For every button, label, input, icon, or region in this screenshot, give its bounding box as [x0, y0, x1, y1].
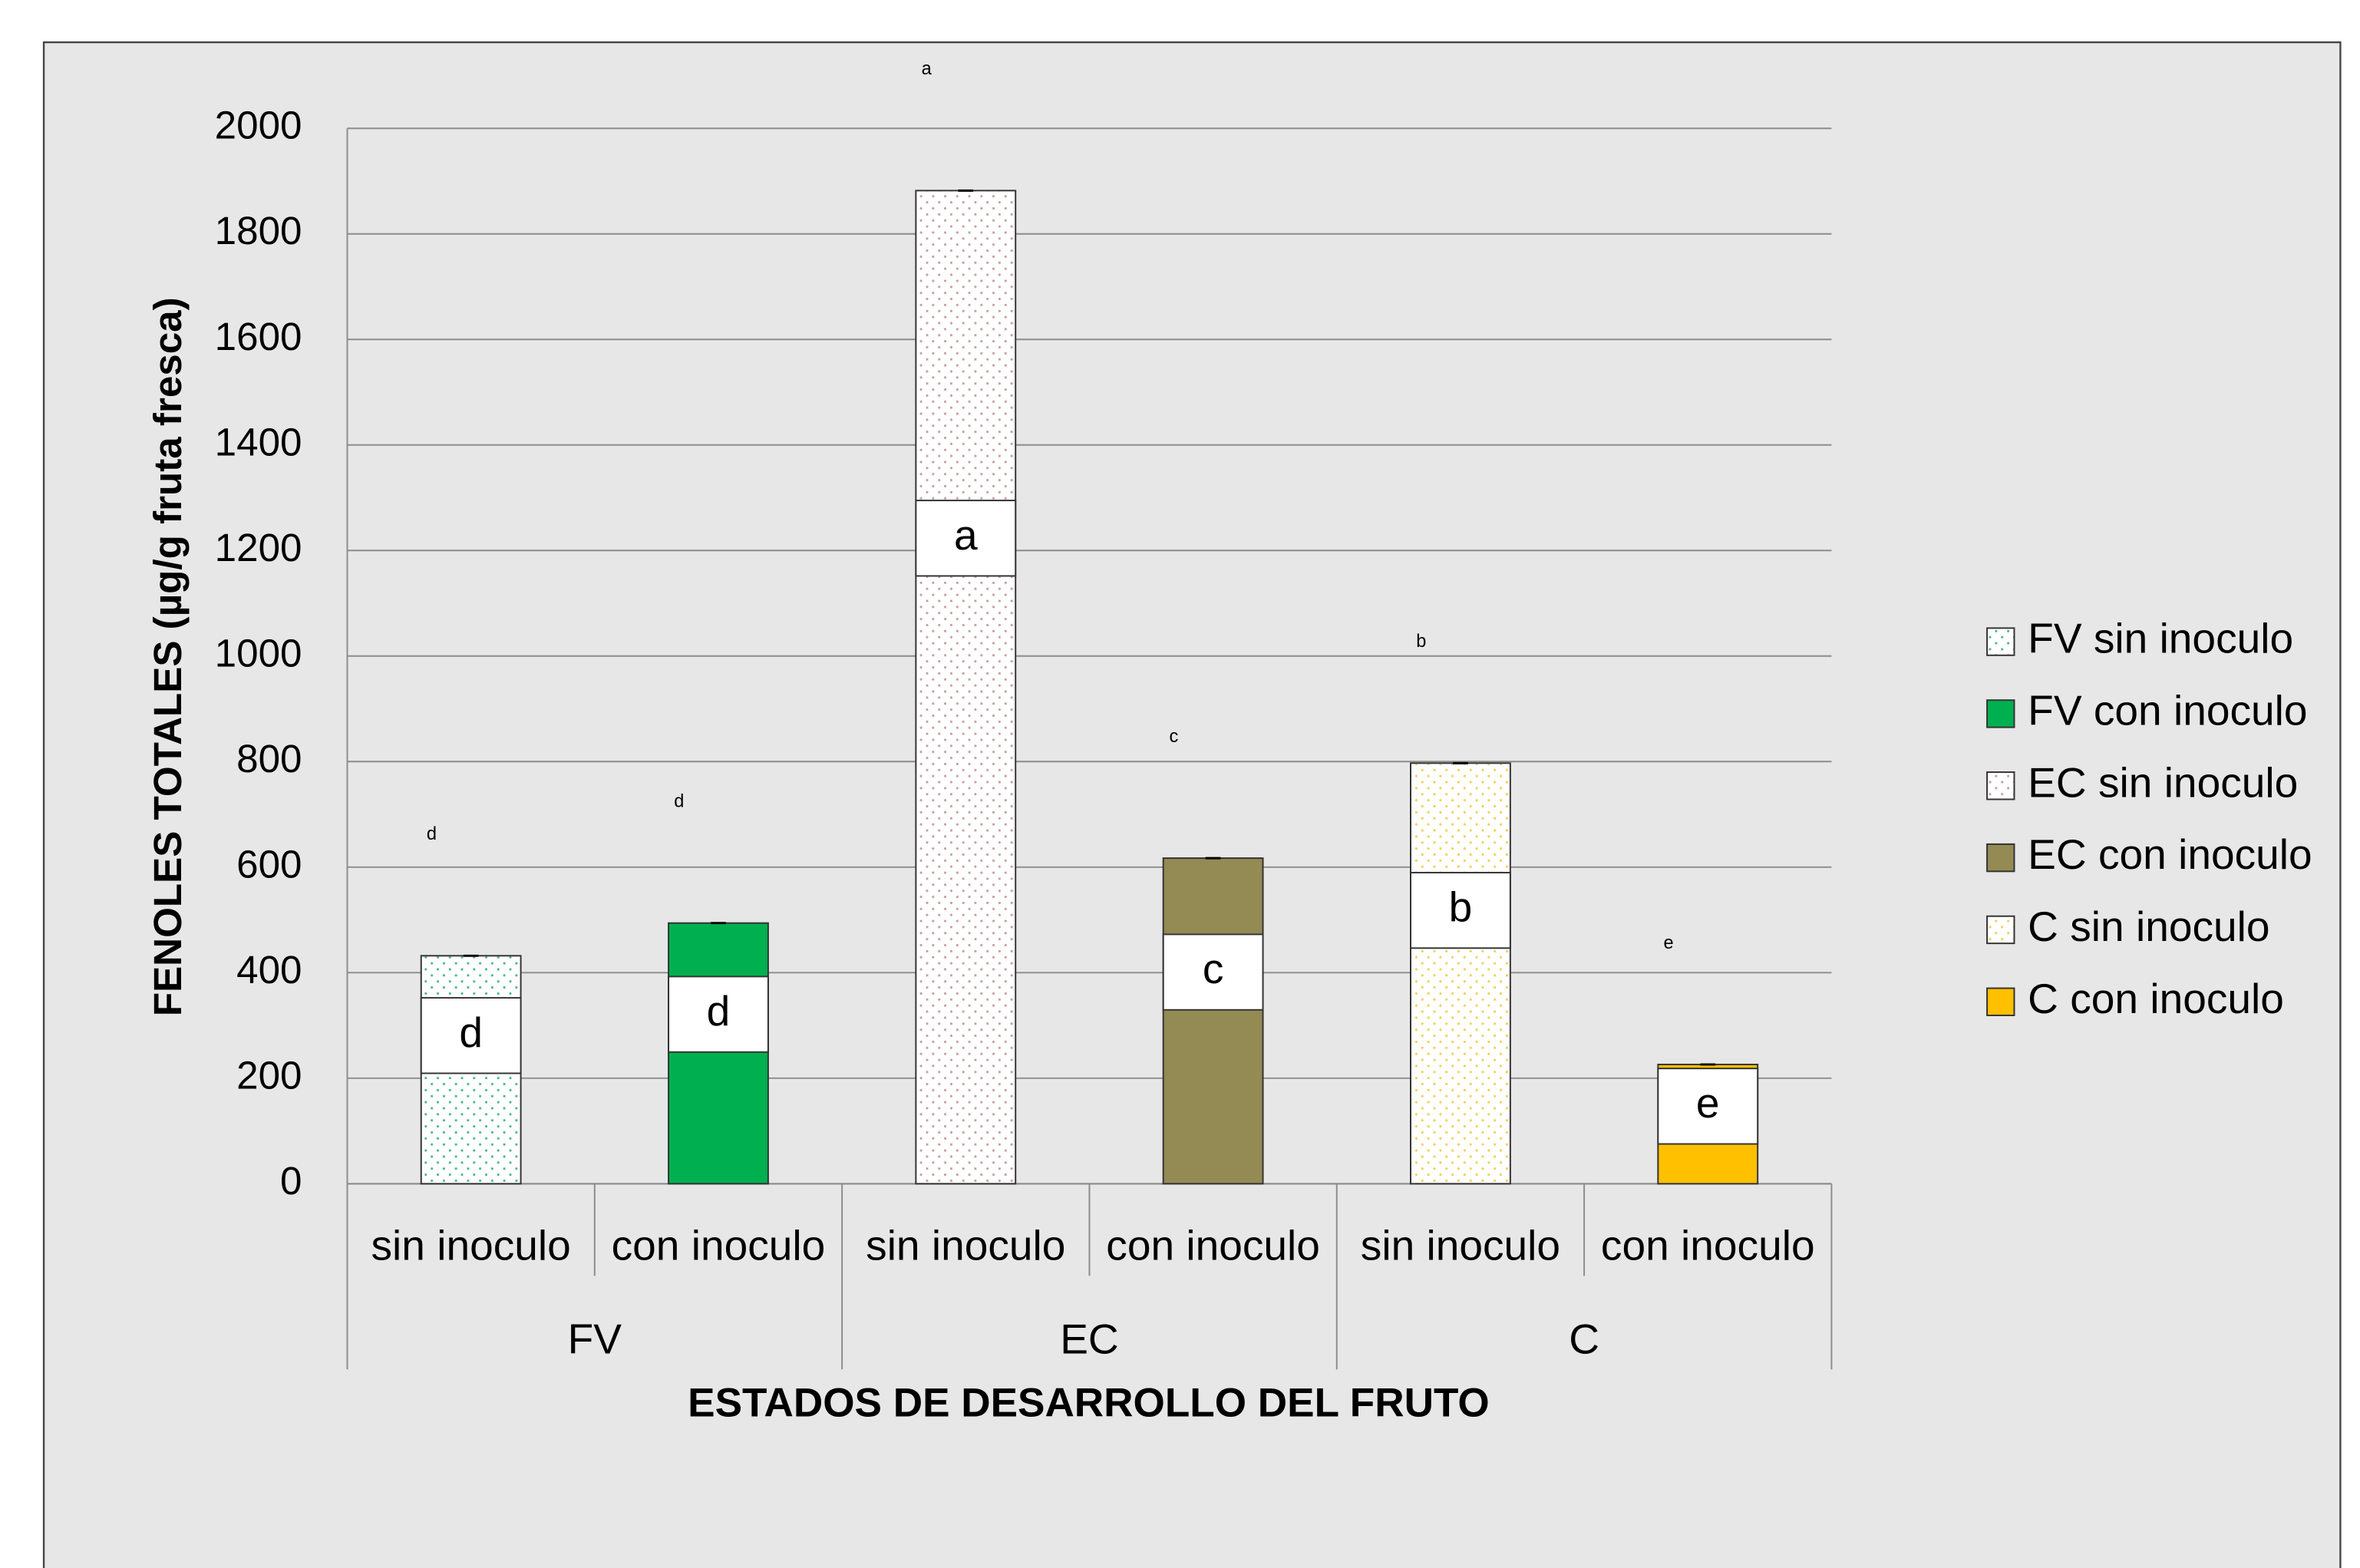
y-tick-label: 1400	[215, 420, 302, 464]
legend-label: EC con inoculo	[2028, 830, 2312, 878]
legend-swatch	[1986, 771, 2015, 801]
x-tick-label: sin inoculo	[866, 1221, 1065, 1269]
legend-swatch	[1986, 627, 2015, 656]
y-tick-label: 1600	[215, 315, 302, 358]
y-tick-label: 600	[236, 842, 302, 886]
significance-letter: e	[1664, 933, 1674, 953]
bar	[915, 190, 1017, 1185]
legend-swatch	[1986, 915, 2015, 945]
legend-swatch	[1986, 699, 2015, 728]
y-tick-label: 2000	[215, 104, 302, 147]
significance-letter: a	[922, 59, 932, 79]
bar	[668, 922, 769, 1185]
legend-label: C sin inoculo	[2028, 903, 2269, 950]
significance-letter: c	[1170, 727, 1179, 747]
significance-letter: d	[674, 792, 684, 812]
y-tick-label: 1800	[215, 209, 302, 253]
group-label: EC	[1060, 1315, 1119, 1362]
legend-label: FV con inoculo	[2028, 686, 2307, 734]
letter-box-label: a	[954, 511, 978, 559]
x-tick-label: sin inoculo	[1361, 1221, 1560, 1269]
letter-box-label: d	[459, 1008, 483, 1056]
letter-box	[1162, 933, 1264, 1011]
x-tick-label: con inoculo	[1106, 1221, 1320, 1269]
group-label: C	[1569, 1315, 1599, 1362]
y-tick-label: 200	[236, 1053, 302, 1097]
x-axis-title: ESTADOS DE DESARROLLO DEL FRUTO	[688, 1381, 1490, 1426]
x-tick-label: con inoculo	[612, 1221, 826, 1269]
letter-box	[915, 500, 1017, 577]
chart-area	[42, 41, 2342, 1568]
letter-box-label: d	[707, 987, 731, 1035]
y-tick-label: 800	[236, 737, 302, 781]
significance-letter: b	[1416, 632, 1426, 652]
x-tick-label: con inoculo	[1601, 1221, 1815, 1269]
y-tick-label: 400	[236, 948, 302, 992]
x-tick-label: sin inoculo	[371, 1221, 571, 1269]
y-tick-label: 1200	[215, 526, 302, 569]
letter-box	[420, 997, 522, 1074]
legend-label: FV sin inoculo	[2028, 615, 2293, 662]
letter-box	[1410, 871, 1511, 949]
y-axis-title: FENOLES TOTALES (µg/g fruta fresca)	[146, 297, 190, 1016]
legend-swatch	[1986, 843, 2015, 873]
y-tick-label: 1000	[215, 631, 302, 675]
group-label: FV	[568, 1315, 622, 1362]
letter-box-label: e	[1696, 1079, 1720, 1127]
letter-box-label: b	[1449, 883, 1473, 931]
legend-label: EC sin inoculo	[2028, 758, 2298, 806]
bar	[1410, 762, 1511, 1185]
legend-swatch	[1986, 987, 2015, 1016]
letter-box-label: c	[1203, 945, 1224, 992]
letter-box	[668, 975, 769, 1053]
bar	[1162, 857, 1264, 1185]
significance-letter: d	[427, 824, 437, 844]
y-tick-label: 0	[280, 1159, 302, 1203]
letter-box	[1657, 1068, 1759, 1145]
legend-label: C con inoculo	[2028, 975, 2284, 1022]
